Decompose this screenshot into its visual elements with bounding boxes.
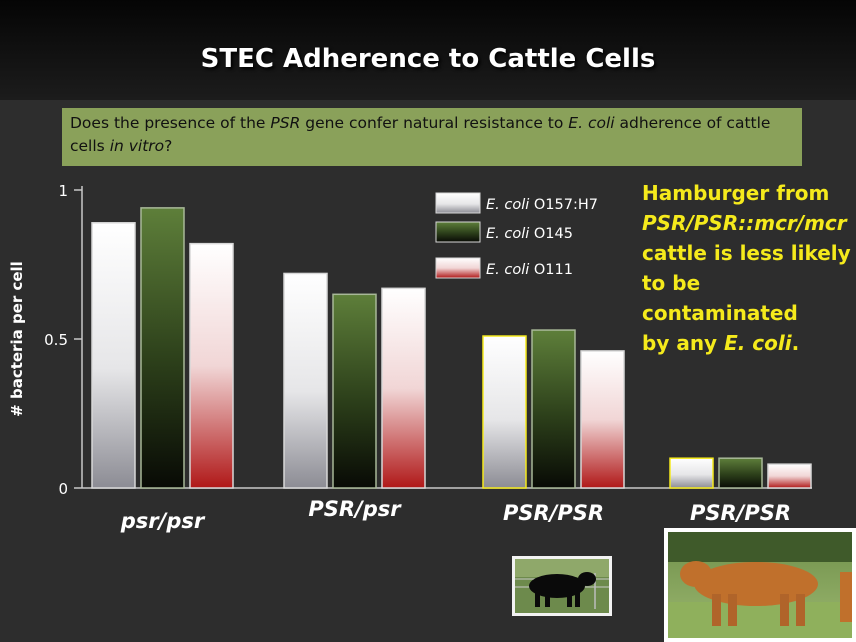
- y-tick-label: 0.5: [44, 331, 68, 349]
- legend-label: E. coli O157:H7: [486, 197, 598, 213]
- question-box: Does the presence of the PSR gene confer…: [62, 108, 802, 166]
- red-cow-photo: [664, 528, 856, 642]
- question-text-2: gene confer natural resistance to: [300, 114, 569, 132]
- question-text-3: adherence of cattle cells: [70, 114, 771, 155]
- bar: [283, 272, 328, 489]
- callout-line: to be: [642, 271, 701, 295]
- callout-line: contaminated: [642, 301, 798, 325]
- callout-line: cattle is less likely: [642, 241, 851, 265]
- legend-label: E. coli O111: [486, 262, 573, 278]
- question-ecoli: E. coli: [568, 114, 615, 132]
- legend-label: E. coli O145: [486, 226, 573, 242]
- x-tick-label: psr/psr: [120, 509, 206, 533]
- bar: [91, 222, 136, 489]
- legend-swatch: [435, 257, 481, 279]
- question-text-4: ?: [164, 137, 173, 155]
- x-tick-label: PSR/PSR: [690, 501, 791, 525]
- bar: [189, 242, 234, 489]
- question-gene: PSR: [270, 114, 301, 132]
- question-text-1: Does the presence of the: [70, 114, 271, 132]
- bar: [718, 457, 763, 489]
- callout-line: Hamburger from: [642, 181, 830, 205]
- bar: [580, 350, 625, 489]
- legend-swatch: [435, 192, 481, 214]
- bar: [767, 463, 812, 489]
- bar: [669, 457, 714, 489]
- callout-text-suffix: .: [791, 331, 800, 355]
- bar: [531, 329, 576, 489]
- black-cow-photo: [512, 556, 612, 616]
- callout-line: by any E. coli.: [642, 328, 856, 358]
- bar: [332, 293, 377, 489]
- callout-ecoli: E. coli: [724, 331, 792, 355]
- title-band: [0, 0, 856, 100]
- question-invitro: in vitro: [109, 137, 165, 155]
- x-tick-label: PSR/psr: [308, 497, 402, 521]
- callout-genotype: PSR/PSR::mcr/mcr: [642, 211, 847, 235]
- bar: [140, 207, 185, 489]
- bar: [482, 335, 527, 489]
- callout-text: Hamburger from PSR/PSR::mcr/mcr cattle i…: [642, 178, 856, 358]
- callout-text-prefix: by any: [642, 331, 725, 355]
- bar: [381, 287, 426, 489]
- y-axis-label: # bacteria per cell: [8, 261, 26, 417]
- y-tick-label: 1: [58, 182, 68, 200]
- x-tick-label: PSR/PSR: [503, 501, 604, 525]
- y-tick-label: 0: [58, 480, 68, 498]
- slide-title: STEC Adherence to Cattle Cells: [200, 44, 656, 74]
- legend-swatch: [435, 221, 481, 243]
- callout-line: PSR/PSR::mcr/mcr: [642, 208, 856, 238]
